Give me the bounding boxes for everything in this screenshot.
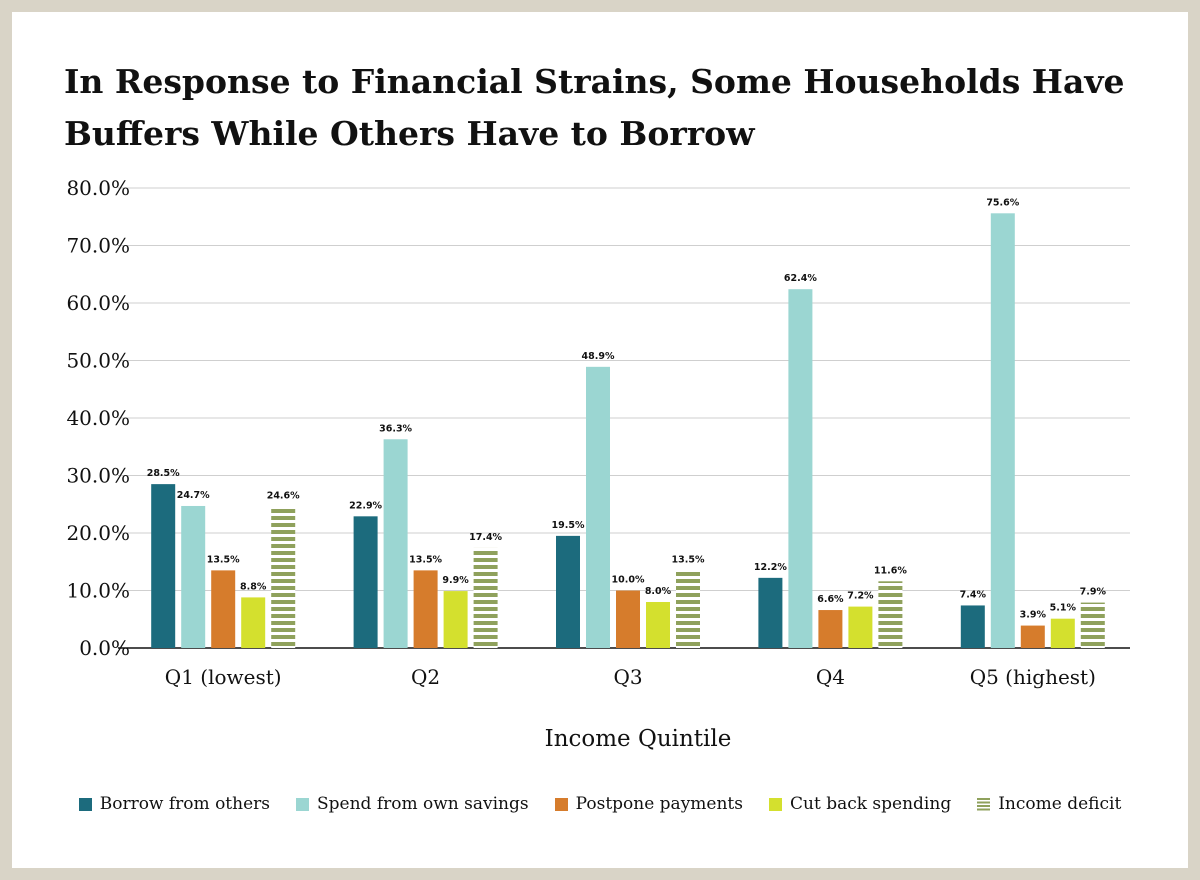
data-label: 75.6% — [986, 197, 1019, 208]
y-tick-label: 20.0% — [66, 521, 130, 545]
category-label: Q3 — [613, 665, 642, 689]
bar-cut-back-spending-5 — [1050, 618, 1075, 648]
data-label: 28.5% — [147, 468, 180, 479]
y-tick-labels: 0.0% 10.0% 20.0% 30.0% 40.0% 50.0% 60.0% 70.0% 8… — [66, 176, 130, 660]
bar-cut-back-spending-4 — [848, 606, 873, 648]
bar-borrow-from-others-5 — [960, 605, 985, 648]
bar-income-deficit-5 — [1080, 602, 1105, 648]
legend-item-borrow-from-others: Borrow from others — [78, 794, 270, 814]
bar-postpone-payments-4 — [818, 610, 843, 648]
data-label: 5.1% — [1050, 603, 1077, 614]
y-tick-label: 10.0% — [66, 579, 130, 603]
legend: Borrow from others Spend from own savings… — [12, 794, 1188, 814]
data-label: 7.2% — [847, 591, 874, 602]
bar-income-deficit-4 — [878, 581, 903, 648]
data-label: 12.2% — [754, 562, 787, 573]
data-label: 10.0% — [612, 575, 645, 586]
legend-label: Income deficit — [998, 794, 1122, 814]
y-tick-label: 50.0% — [66, 349, 130, 373]
bar-income-deficit-1 — [271, 506, 296, 648]
data-label: 6.6% — [817, 594, 844, 605]
bar-cut-back-spending-3 — [646, 602, 670, 648]
bar-cut-back-spending-1 — [241, 597, 266, 648]
legend-item-income-deficit: Income deficit — [977, 794, 1121, 814]
legend-swatch — [296, 797, 309, 811]
data-label: 7.9% — [1080, 587, 1107, 598]
data-label: 36.3% — [379, 423, 412, 434]
legend-item-spend-from-own-savings: Spend from own savings — [296, 794, 529, 814]
legend-swatch — [78, 797, 92, 811]
category-labels: Q1 (lowest) Q2 Q3 Q4 Q5 (highest) — [165, 665, 1096, 689]
chart-frame: In Response to Financial Strains, Some H… — [12, 12, 1188, 868]
data-label: 19.5% — [552, 520, 585, 531]
bar-spend-from-own-savings-4 — [788, 289, 813, 648]
y-tick-label: 30.0% — [66, 464, 130, 488]
bar-borrow-from-others-1 — [151, 484, 176, 648]
legend-item-cut-back-spending: Cut back spending — [769, 794, 951, 814]
category-label: Q4 — [816, 665, 845, 689]
bar-income-deficit-3 — [676, 570, 700, 648]
y-tick-label: 40.0% — [66, 406, 130, 430]
bar-chart: 0.0% 10.0% 20.0% 30.0% 40.0% 50.0% 60.0% 70.0% 8… — [66, 176, 1130, 752]
data-label: 9.9% — [442, 575, 469, 586]
data-label: 24.7% — [177, 490, 210, 501]
data-label: 8.8% — [240, 581, 267, 592]
legend-label: Cut back spending — [790, 794, 952, 814]
legend-item-postpone-payments: Postpone payments — [554, 794, 743, 814]
bar-borrow-from-others-4 — [758, 577, 783, 648]
bar-spend-from-own-savings-5 — [990, 213, 1015, 649]
data-label: 48.9% — [582, 351, 615, 362]
legend-label: Borrow from others — [99, 794, 270, 814]
data-label: 11.6% — [874, 565, 907, 576]
x-axis-label: Income Quintile — [545, 726, 732, 752]
data-label: 24.6% — [267, 491, 300, 502]
data-label: 13.5% — [207, 554, 240, 565]
data-label: 3.9% — [1020, 610, 1047, 621]
legend-swatch — [554, 797, 568, 811]
category-label: Q1 (lowest) — [165, 665, 282, 689]
category-label: Q5 (highest) — [970, 665, 1096, 689]
data-labels: 28.5%24.7%13.5%8.8%24.6%22.9%36.3%13.5%9… — [147, 197, 1107, 620]
y-tick-label: 80.0% — [66, 176, 130, 200]
chart-title: In Response to Financial Strains, Some H… — [64, 62, 1125, 153]
y-tick-label: 70.0% — [66, 234, 130, 258]
legend-label: Postpone payments — [575, 794, 743, 814]
bar-borrow-from-others-2 — [353, 516, 378, 648]
bars — [151, 213, 1105, 649]
y-tick-label: 60.0% — [66, 291, 130, 315]
bar-income-deficit-2 — [473, 547, 498, 648]
data-label: 17.4% — [469, 532, 502, 543]
legend-swatch — [769, 797, 782, 811]
category-label: Q2 — [411, 665, 440, 689]
data-label: 13.5% — [672, 554, 705, 565]
bar-spend-from-own-savings-3 — [586, 366, 610, 648]
bar-postpone-payments-2 — [413, 570, 438, 648]
legend-label: Spend from own savings — [317, 794, 529, 814]
data-label: 8.0% — [645, 586, 672, 597]
data-label: 22.9% — [349, 500, 382, 511]
bar-spend-from-own-savings-1 — [181, 505, 206, 648]
data-label: 7.4% — [960, 589, 987, 600]
bar-borrow-from-others-3 — [556, 535, 580, 648]
bar-postpone-payments-5 — [1020, 625, 1045, 648]
data-label: 62.4% — [784, 273, 817, 284]
bar-cut-back-spending-2 — [443, 591, 468, 648]
bar-postpone-payments-3 — [616, 590, 640, 648]
y-tick-label: 0.0% — [79, 636, 130, 660]
data-label: 13.5% — [409, 554, 442, 565]
legend-swatch — [977, 797, 991, 811]
bar-spend-from-own-savings-2 — [383, 439, 408, 648]
bar-postpone-payments-1 — [211, 570, 236, 648]
